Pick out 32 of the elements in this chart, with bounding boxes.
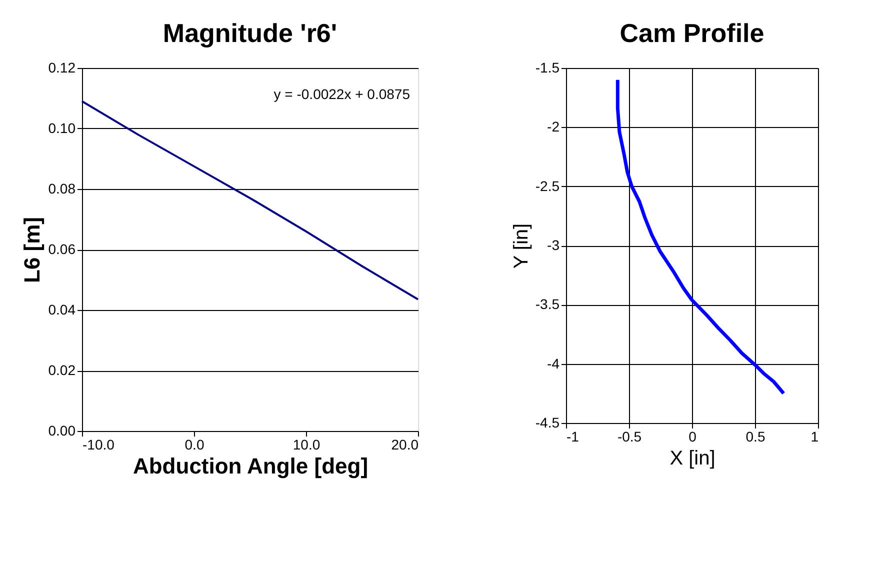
x-tick-label: 0.0 — [184, 436, 204, 452]
y-tick-label: 0.00 — [48, 422, 76, 438]
y-axis-title: L6 [m] — [19, 217, 44, 283]
y-tick-label: -2 — [547, 118, 560, 135]
y-tick-label: 0.08 — [48, 180, 76, 196]
x-tick-label: 0 — [688, 428, 697, 444]
x-tick-label: 0.5 — [746, 428, 766, 444]
x-tick-label: -10.0 — [82, 436, 115, 452]
y-tick-label: -2.5 — [535, 178, 560, 194]
y-tick-label: 0.02 — [48, 362, 76, 378]
y-tick-label: 0.04 — [48, 302, 76, 318]
y-tick-label: -4.5 — [535, 414, 560, 430]
y-tick-label: -1.5 — [535, 60, 560, 76]
x-tick-label: -1 — [566, 428, 580, 444]
y-tick-label: -3.5 — [535, 296, 560, 312]
x-tick-label: -0.5 — [617, 428, 642, 444]
x-tick-label: 20.0 — [391, 436, 419, 452]
y-tick-label: -3 — [547, 237, 560, 253]
y-tick-label: 0.06 — [48, 241, 76, 257]
x-axis-title: Abduction Angle [deg] — [132, 454, 368, 478]
y-tick-label: 0.12 — [48, 60, 76, 76]
line-series — [81, 100, 419, 300]
x-axis-title: X [in] — [670, 448, 716, 470]
x-tick-label: 1 — [810, 428, 819, 444]
chart-title: Cam Profile — [620, 18, 764, 48]
x-tick-label: 10.0 — [292, 436, 320, 452]
chart-title: Magnitude 'r6' — [162, 18, 338, 48]
y-tick-label: 0.10 — [48, 120, 76, 136]
y-axis-title: Y [in] — [510, 223, 532, 269]
y-tick-label: -4 — [547, 355, 560, 372]
annotation: y = -0.0022x + 0.0875 — [274, 86, 410, 102]
line-series — [616, 78, 786, 396]
